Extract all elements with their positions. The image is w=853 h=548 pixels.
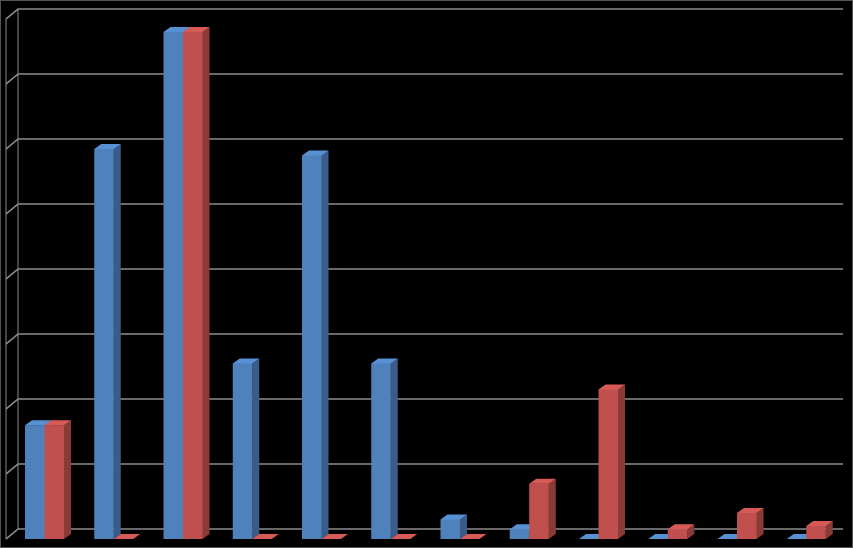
- bar-top: [598, 384, 625, 390]
- bar-top: [806, 521, 833, 526]
- bar-side: [202, 27, 210, 539]
- bar: [667, 524, 695, 539]
- grid-line: [5, 333, 843, 345]
- bar-front: [737, 513, 757, 539]
- bar-top: [183, 27, 210, 32]
- bar: [737, 508, 764, 539]
- bar-front: [94, 149, 114, 539]
- bar-front: [302, 155, 322, 539]
- bar-top: [94, 144, 121, 149]
- bar-top: [529, 478, 556, 484]
- bar-side: [687, 524, 695, 539]
- grid-line: [5, 138, 843, 150]
- bar-side: [64, 420, 71, 539]
- bar-front: [44, 425, 64, 539]
- bar-side: [618, 384, 625, 539]
- bar-front: [509, 529, 530, 539]
- bar-top: [371, 358, 398, 364]
- bar-side: [548, 478, 556, 539]
- bar-top: [321, 534, 348, 539]
- bar-front: [183, 32, 203, 539]
- grid-line: [5, 268, 843, 280]
- bar-top: [737, 508, 764, 513]
- bar-top: [44, 420, 71, 426]
- bar-top: [667, 524, 695, 530]
- grid-line: [5, 463, 843, 475]
- bar-side: [390, 358, 398, 539]
- bar-top: [232, 358, 260, 364]
- bar-front: [529, 483, 549, 539]
- bar: [183, 27, 210, 539]
- bar-side: [460, 514, 467, 539]
- bar: [440, 514, 467, 539]
- grid-line: [5, 528, 843, 540]
- bar-side: [252, 358, 260, 539]
- bar-front: [598, 389, 618, 539]
- bar: [598, 384, 625, 539]
- bar-top: [252, 534, 279, 539]
- bar: [806, 521, 833, 539]
- bar-top: [440, 514, 467, 520]
- bar: [252, 534, 279, 539]
- grid-line: [5, 8, 843, 20]
- bar: [390, 534, 418, 539]
- bar-top: [25, 420, 52, 426]
- grid-line: [5, 73, 843, 85]
- bar-top: [163, 27, 190, 32]
- bar-top: [390, 534, 418, 539]
- bar-side: [321, 150, 329, 539]
- bar: [529, 478, 556, 539]
- bar: [44, 420, 71, 539]
- bar-top: [460, 534, 487, 539]
- bar-front: [371, 363, 391, 539]
- bar: [113, 534, 141, 539]
- bar-top: [113, 534, 141, 539]
- bar: [371, 358, 398, 539]
- bar-top: [302, 150, 329, 156]
- bar: [321, 534, 348, 539]
- bar-front: [806, 526, 826, 539]
- bar: [94, 144, 121, 539]
- grid-line: [5, 203, 843, 215]
- bar-front: [232, 363, 253, 539]
- bar-front: [25, 425, 45, 539]
- bar: [460, 534, 487, 539]
- bar: [302, 150, 329, 539]
- bar-side: [113, 144, 121, 539]
- bar-front: [163, 32, 183, 539]
- bar-side: [756, 508, 764, 539]
- bar-front: [667, 529, 688, 539]
- bar-side: [825, 521, 833, 539]
- bar: [232, 358, 260, 539]
- bar-front: [440, 519, 460, 539]
- grid-line: [5, 398, 843, 410]
